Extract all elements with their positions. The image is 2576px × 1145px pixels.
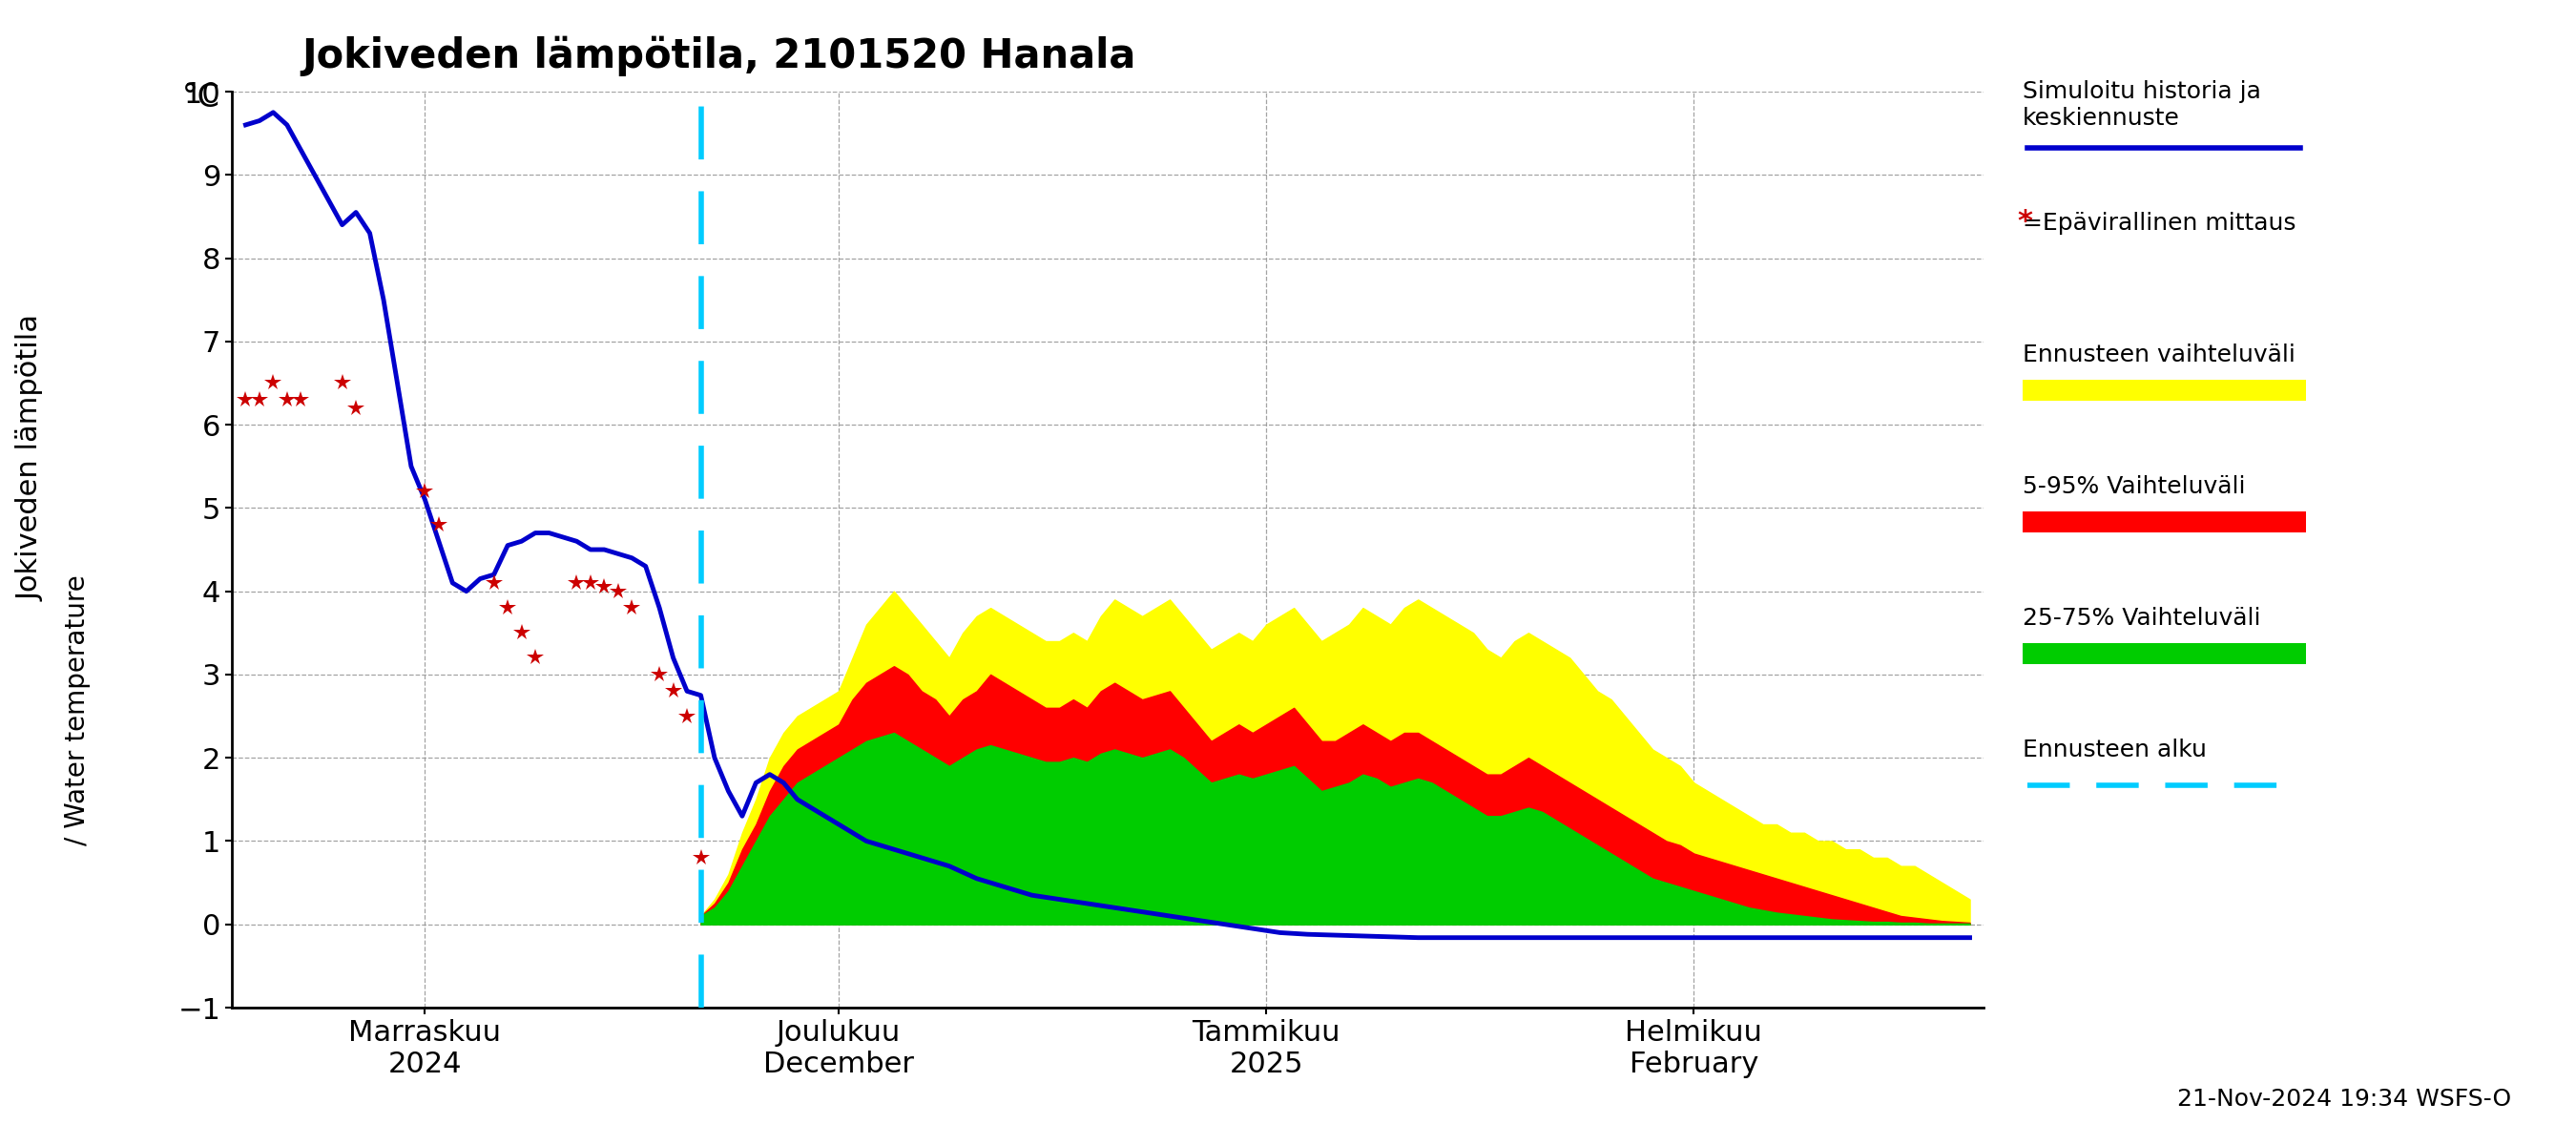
Text: / Water temperature: / Water temperature [64, 575, 90, 845]
Text: *: * [2017, 208, 2032, 236]
Text: =Epävirallinen mittaus: =Epävirallinen mittaus [2022, 212, 2295, 235]
Text: °C: °C [183, 81, 219, 113]
Text: Jokiveden lämpötila, 2101520 Hanala: Jokiveden lämpötila, 2101520 Hanala [301, 35, 1136, 77]
Text: 21-Nov-2024 19:34 WSFS-O: 21-Nov-2024 19:34 WSFS-O [2177, 1088, 2512, 1111]
Text: 5-95% Vaihteluväli: 5-95% Vaihteluväli [2022, 475, 2244, 498]
Text: Jokiveden lämpötila: Jokiveden lämpötila [18, 315, 44, 601]
Text: Simuloitu historia ja
keskiennuste: Simuloitu historia ja keskiennuste [2022, 80, 2262, 129]
Text: 25-75% Vaihteluväli: 25-75% Vaihteluväli [2022, 607, 2259, 630]
Text: Ennusteen vaihteluväli: Ennusteen vaihteluväli [2022, 344, 2295, 366]
Text: Ennusteen alku: Ennusteen alku [2022, 739, 2205, 761]
